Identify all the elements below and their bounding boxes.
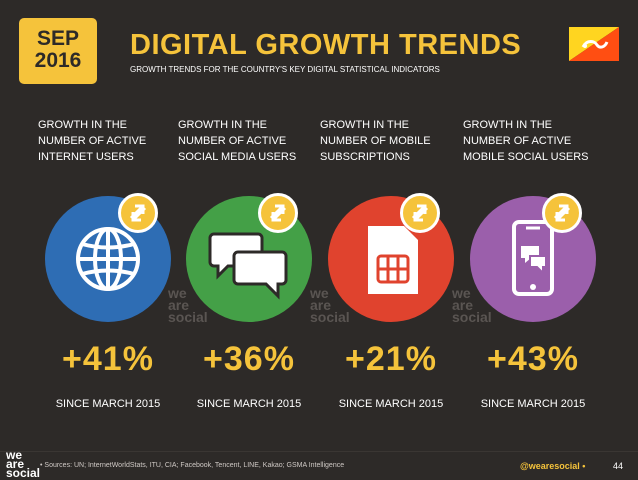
sources-text: • Sources: UN; InternetWorldStats, ITU, … <box>40 462 345 469</box>
growth-arrow-icon <box>400 193 440 233</box>
card-4-label-line: GROWTH IN THE <box>463 119 553 131</box>
watermark-line: are <box>168 297 190 313</box>
footer-logo-line: we <box>6 448 23 462</box>
watermark-logo: we are social <box>310 285 350 325</box>
watermark-line: are <box>452 297 474 313</box>
card-3-label-line: SUBSCRIPTIONS <box>320 151 410 163</box>
card-1-since: SINCE MARCH 2015 <box>55 398 161 410</box>
bhutan-flag-icon <box>569 27 619 61</box>
card-4-since: SINCE MARCH 2015 <box>480 398 586 410</box>
card-2-value: +36% <box>203 340 295 378</box>
card-2-label: GROWTH IN THE NUMBER OF ACTIVE SOCIAL ME… <box>178 117 318 165</box>
growth-arrow-icon <box>258 193 298 233</box>
watermark-line: social <box>452 309 492 325</box>
card-1-label-line: INTERNET USERS <box>38 151 134 163</box>
social-circle <box>186 196 312 322</box>
footer-logo-line: social <box>6 466 41 480</box>
watermark-line: are <box>310 297 332 313</box>
mobile-chat-icon <box>512 220 554 296</box>
date-badge: SEP 2016 <box>19 18 97 84</box>
date-year: 2016 <box>34 49 82 72</box>
watermark-line: we <box>310 285 329 301</box>
card-3-label-line: NUMBER OF MOBILE <box>320 135 431 147</box>
watermark-line: we <box>452 285 471 301</box>
sim-card-icon <box>368 226 418 294</box>
card-3-label-line: GROWTH IN THE <box>320 119 410 131</box>
card-3-label: GROWTH IN THE NUMBER OF MOBILE SUBSCRIPT… <box>320 117 460 165</box>
card-2-label-line: NUMBER OF ACTIVE <box>178 135 287 147</box>
page-title: DIGITAL GROWTH TRENDS <box>130 29 522 61</box>
footer-divider <box>0 451 638 452</box>
card-4-label-line: MOBILE SOCIAL USERS <box>463 151 589 163</box>
growth-arrow-icon <box>542 193 582 233</box>
card-1-label: GROWTH IN THE NUMBER OF ACTIVE INTERNET … <box>38 117 178 165</box>
card-4-label: GROWTH IN THE NUMBER OF ACTIVE MOBILE SO… <box>463 117 603 165</box>
social-handle[interactable]: @wearesocial • <box>520 461 586 471</box>
footer-logo-line: are <box>6 457 25 471</box>
card-4-label-line: NUMBER OF ACTIVE <box>463 135 572 147</box>
page-subtitle: GROWTH TRENDS FOR THE COUNTRY'S KEY DIGI… <box>130 65 440 74</box>
card-2-since: SINCE MARCH 2015 <box>196 398 302 410</box>
card-3-value: +21% <box>345 340 437 378</box>
card-1-label-line: GROWTH IN THE <box>38 119 128 131</box>
card-1-label-line: NUMBER OF ACTIVE <box>38 135 147 147</box>
footer-logo: we are social <box>6 448 41 480</box>
date-month: SEP <box>36 27 80 50</box>
watermark-logo: we are social <box>452 285 492 325</box>
mobile-circle <box>328 196 454 322</box>
card-3-since: SINCE MARCH 2015 <box>338 398 444 410</box>
watermark-line: we <box>168 285 187 301</box>
card-2-label-line: SOCIAL MEDIA USERS <box>178 151 297 163</box>
globe-icon <box>76 227 140 291</box>
card-4-value: +43% <box>487 340 579 378</box>
chat-bubbles-icon <box>208 232 288 300</box>
growth-arrow-icon <box>118 193 158 233</box>
watermark-logo: we are social <box>168 285 208 325</box>
watermark-line: social <box>168 309 208 325</box>
card-1-value: +41% <box>62 340 154 378</box>
page-number: 44 <box>613 461 624 471</box>
watermark-line: social <box>310 309 350 325</box>
card-2-label-line: GROWTH IN THE <box>178 119 268 131</box>
